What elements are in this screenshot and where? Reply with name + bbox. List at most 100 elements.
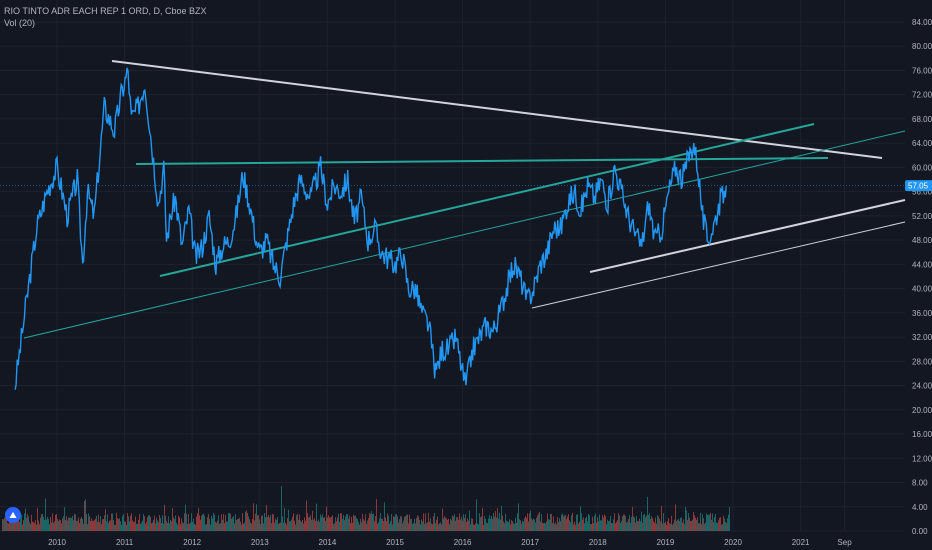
price-axis[interactable]: 84.00 80.00 76.00 72.00 68.00 64.00 60.00 56.00… <box>912 18 932 536</box>
volume-bar <box>136 523 137 531</box>
volume-bar <box>475 523 476 531</box>
volume-bar <box>680 517 681 531</box>
volume-bar <box>384 502 385 531</box>
y-tick-label: 44.00 <box>912 260 932 269</box>
volume-bar <box>238 519 239 531</box>
volume-bar <box>633 516 634 531</box>
volume-bar <box>36 524 37 531</box>
ascending-channel-line <box>159 123 815 277</box>
volume-bar <box>465 514 466 531</box>
volume-bar <box>60 520 61 531</box>
volume-bar <box>319 521 320 531</box>
volume-bar <box>681 517 682 531</box>
volume-bar <box>32 521 33 531</box>
grid-lines <box>0 0 905 532</box>
volume-bar <box>425 513 426 531</box>
volume-bar <box>517 513 518 531</box>
volume-bar <box>412 524 413 531</box>
volume-bar <box>46 519 47 531</box>
volume-bar <box>353 514 354 531</box>
volume-bar <box>245 511 246 531</box>
price-line <box>14 67 727 390</box>
volume-bar <box>370 514 371 531</box>
last-price-value: 57.05 <box>908 182 929 191</box>
volume-bar <box>73 520 74 531</box>
volume-bar <box>121 524 122 531</box>
y-tick-label: 84.00 <box>912 18 932 27</box>
volume-bar <box>2 518 3 531</box>
volume-bar <box>660 521 661 531</box>
volume-bar <box>216 522 217 531</box>
volume-bar <box>267 517 268 531</box>
tradingview-logo-icon[interactable]: ⛰ <box>5 507 21 523</box>
volume-bar <box>393 516 394 531</box>
volume-bar <box>519 519 520 531</box>
volume-bar <box>485 518 486 531</box>
volume-bar <box>515 517 516 531</box>
volume-bar <box>339 521 340 531</box>
volume-bar <box>122 515 123 531</box>
volume-bar <box>533 518 534 531</box>
volume-bars <box>2 486 730 531</box>
volume-bar <box>350 522 351 531</box>
volume-bar <box>276 519 277 531</box>
volume-bar <box>175 515 176 531</box>
volume-bar <box>618 513 619 531</box>
volume-bar <box>419 520 420 531</box>
volume-bar <box>144 516 145 531</box>
volume-bar <box>595 513 596 531</box>
volume-bar <box>292 516 293 531</box>
volume-bar <box>478 524 479 531</box>
long-term-support-line <box>23 130 906 339</box>
volume-bar <box>691 520 692 531</box>
volume-bar <box>693 511 694 531</box>
volume-bar <box>390 521 391 531</box>
symbol-title[interactable]: RIO TINTO ADR EACH REP 1 ORD, D, Cboe BZ… <box>4 6 207 16</box>
volume-bar <box>105 509 106 531</box>
volume-bar <box>217 520 218 531</box>
volume-bar <box>553 516 554 531</box>
volume-bar <box>113 520 114 531</box>
volume-bar <box>12 520 13 531</box>
volume-bar <box>697 517 698 531</box>
volume-bar <box>537 515 538 531</box>
volume-bar <box>570 522 571 531</box>
volume-bar <box>532 520 533 531</box>
volume-bar <box>237 518 238 531</box>
volume-bar <box>594 515 595 531</box>
volume-bar <box>514 523 515 531</box>
x-tick-label: 2021 <box>792 538 810 547</box>
volume-bar <box>493 512 494 531</box>
volume-bar <box>330 517 331 531</box>
volume-bar <box>117 518 118 531</box>
volume-bar <box>256 504 257 531</box>
volume-bar <box>34 522 35 531</box>
volume-bar <box>271 523 272 531</box>
volume-bar <box>143 513 144 531</box>
volume-bar <box>474 524 475 531</box>
volume-bar <box>675 504 676 531</box>
volume-bar <box>130 515 131 531</box>
volume-bar <box>650 519 651 531</box>
volume-bar <box>80 518 81 531</box>
volume-bar <box>450 518 451 531</box>
volume-bar <box>64 507 65 531</box>
volume-bar <box>164 504 165 531</box>
volume-bar <box>644 513 645 531</box>
volume-bar <box>624 514 625 531</box>
volume-bar <box>9 519 10 531</box>
volume-bar <box>107 514 108 531</box>
volume-bar <box>394 517 395 531</box>
volume-bar <box>446 518 447 531</box>
time-axis[interactable]: 2010 2011 2012 2013 2014 2015 2016 2017 2018 2019… <box>48 538 852 547</box>
volume-bar <box>499 512 500 531</box>
volume-bar <box>30 523 31 531</box>
volume-indicator-label[interactable]: Vol (20) <box>4 18 36 28</box>
volume-bar <box>628 519 629 531</box>
volume-bar <box>545 523 546 531</box>
volume-bar <box>431 523 432 531</box>
volume-bar <box>716 522 717 531</box>
volume-bar <box>63 516 64 531</box>
volume-bar <box>524 518 525 531</box>
